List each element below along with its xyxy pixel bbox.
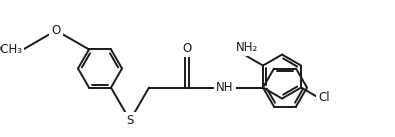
Text: S: S	[126, 114, 134, 127]
Text: O: O	[51, 24, 61, 37]
Text: NH₂: NH₂	[235, 41, 258, 54]
Text: OCH₃: OCH₃	[0, 43, 22, 56]
Text: O: O	[182, 42, 192, 55]
Text: NH: NH	[216, 81, 234, 94]
Text: Cl: Cl	[318, 91, 330, 104]
